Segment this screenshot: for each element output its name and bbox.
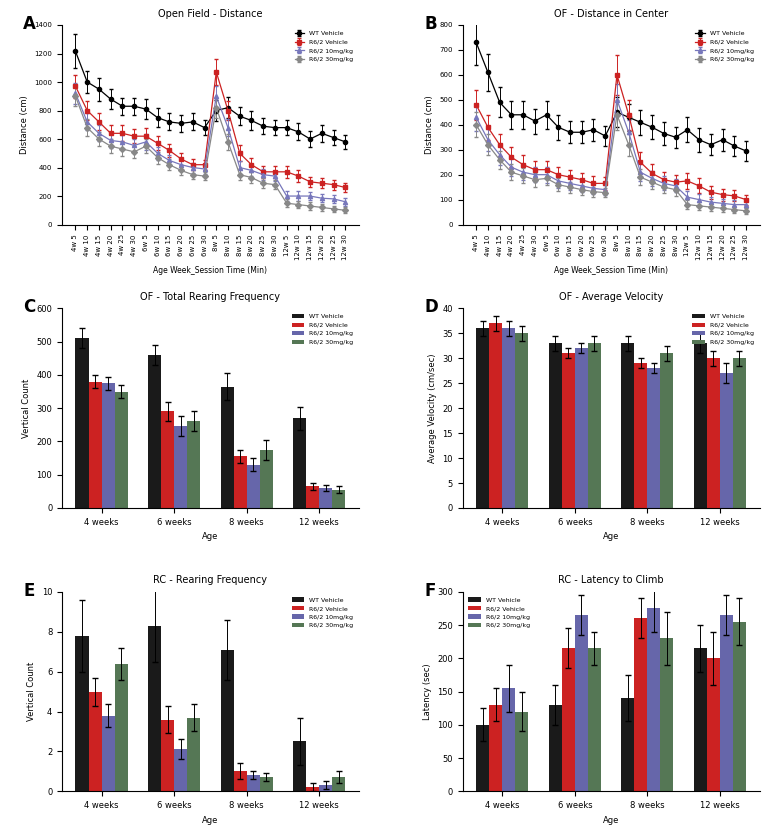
Bar: [102, 383, 115, 508]
Bar: [246, 776, 260, 791]
Bar: [148, 626, 161, 791]
Bar: [246, 465, 260, 508]
X-axis label: Age: Age: [202, 816, 219, 825]
Bar: [588, 648, 601, 791]
Bar: [161, 720, 174, 791]
Bar: [515, 711, 529, 791]
X-axis label: Age: Age: [202, 532, 219, 541]
X-axis label: Age Week_Session Time (Min): Age Week_Session Time (Min): [554, 266, 668, 275]
Text: D: D: [424, 298, 438, 317]
Bar: [115, 392, 128, 508]
Bar: [188, 717, 200, 791]
Y-axis label: Vertical Count: Vertical Count: [22, 378, 31, 438]
Bar: [102, 716, 115, 791]
Bar: [707, 358, 720, 508]
Bar: [174, 750, 188, 791]
Title: RC - Rearing Frequency: RC - Rearing Frequency: [153, 576, 267, 586]
Bar: [260, 777, 273, 791]
Bar: [575, 615, 588, 791]
Bar: [476, 328, 489, 508]
Bar: [694, 343, 707, 508]
Bar: [647, 368, 660, 508]
Bar: [174, 426, 188, 508]
Bar: [489, 323, 502, 508]
Bar: [75, 338, 88, 508]
Bar: [588, 343, 601, 508]
Text: F: F: [424, 581, 436, 600]
Bar: [306, 486, 319, 508]
Bar: [502, 688, 515, 791]
Y-axis label: Latency (sec): Latency (sec): [422, 663, 432, 720]
Bar: [148, 355, 161, 508]
X-axis label: Age: Age: [603, 532, 619, 541]
Bar: [332, 490, 346, 508]
Legend: WT Vehicle, R6/2 Vehicle, R6/2 10mg/kg, R6/2 30mg/kg: WT Vehicle, R6/2 Vehicle, R6/2 10mg/kg, …: [466, 595, 532, 631]
Bar: [88, 382, 102, 508]
Title: RC - Latency to Climb: RC - Latency to Climb: [558, 576, 664, 586]
Bar: [622, 698, 634, 791]
Bar: [188, 421, 200, 508]
Bar: [634, 363, 647, 508]
Bar: [515, 333, 529, 508]
Bar: [293, 741, 306, 791]
Legend: WT Vehicle, R6/2 Vehicle, R6/2 10mg/kg, R6/2 30mg/kg: WT Vehicle, R6/2 Vehicle, R6/2 10mg/kg, …: [289, 312, 356, 347]
Legend: WT Vehicle, R6/2 Vehicle, R6/2 10mg/kg, R6/2 30mg/kg: WT Vehicle, R6/2 Vehicle, R6/2 10mg/kg, …: [292, 28, 356, 65]
X-axis label: Age: Age: [603, 816, 619, 825]
Bar: [562, 648, 575, 791]
Bar: [622, 343, 634, 508]
Title: Open Field - Distance: Open Field - Distance: [158, 8, 263, 18]
Bar: [221, 387, 233, 508]
Y-axis label: Distance (cm): Distance (cm): [19, 96, 29, 154]
Bar: [233, 456, 246, 508]
Bar: [293, 418, 306, 508]
Bar: [332, 777, 346, 791]
Bar: [647, 608, 660, 791]
Bar: [707, 658, 720, 791]
Bar: [161, 412, 174, 508]
Bar: [562, 353, 575, 508]
Bar: [733, 358, 746, 508]
Bar: [694, 648, 707, 791]
Bar: [660, 638, 673, 791]
Title: OF - Total Rearing Frequency: OF - Total Rearing Frequency: [140, 292, 281, 302]
Bar: [115, 664, 128, 791]
Y-axis label: Distance (cm): Distance (cm): [425, 96, 434, 154]
Y-axis label: Average Velocity (cm/sec): Average Velocity (cm/sec): [428, 353, 437, 463]
Legend: WT Vehicle, R6/2 Vehicle, R6/2 10mg/kg, R6/2 30mg/kg: WT Vehicle, R6/2 Vehicle, R6/2 10mg/kg, …: [693, 28, 756, 65]
Bar: [319, 488, 332, 508]
Legend: WT Vehicle, R6/2 Vehicle, R6/2 10mg/kg, R6/2 30mg/kg: WT Vehicle, R6/2 Vehicle, R6/2 10mg/kg, …: [289, 595, 356, 631]
Bar: [720, 373, 733, 508]
Text: A: A: [23, 15, 36, 33]
Bar: [720, 615, 733, 791]
Text: C: C: [23, 298, 36, 317]
Bar: [489, 705, 502, 791]
Text: E: E: [23, 581, 35, 600]
Bar: [733, 621, 746, 791]
Bar: [660, 353, 673, 508]
Bar: [476, 725, 489, 791]
Bar: [88, 691, 102, 791]
Bar: [502, 328, 515, 508]
Bar: [549, 705, 562, 791]
Y-axis label: Vertical Count: Vertical Count: [27, 662, 36, 721]
Bar: [75, 636, 88, 791]
Legend: WT Vehicle, R6/2 Vehicle, R6/2 10mg/kg, R6/2 30mg/kg: WT Vehicle, R6/2 Vehicle, R6/2 10mg/kg, …: [690, 312, 756, 347]
Bar: [634, 618, 647, 791]
Bar: [575, 348, 588, 508]
Bar: [319, 786, 332, 791]
Bar: [260, 450, 273, 508]
Bar: [233, 771, 246, 791]
Text: B: B: [424, 15, 437, 33]
Title: OF - Distance in Center: OF - Distance in Center: [554, 8, 668, 18]
Bar: [306, 787, 319, 791]
X-axis label: Age Week_Session Time (Min): Age Week_Session Time (Min): [153, 266, 267, 275]
Bar: [549, 343, 562, 508]
Bar: [221, 650, 233, 791]
Title: OF - Average Velocity: OF - Average Velocity: [559, 292, 663, 302]
